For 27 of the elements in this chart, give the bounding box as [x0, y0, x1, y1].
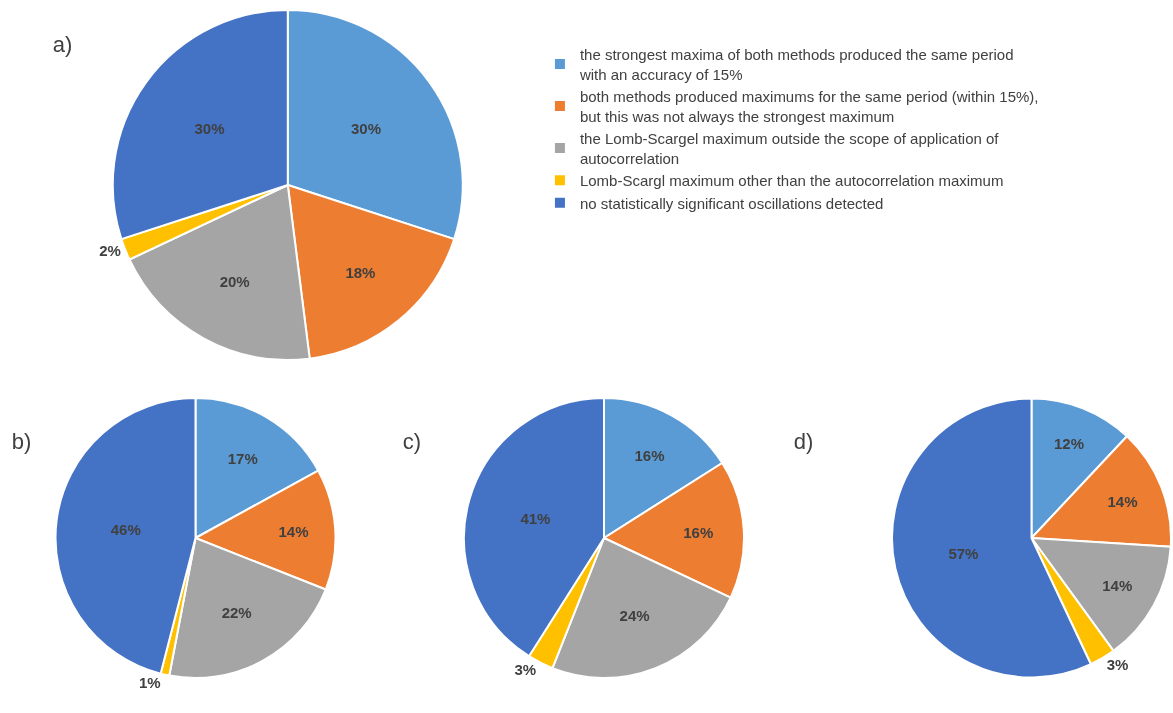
data-label: 24%	[619, 606, 650, 624]
data-label: 41%	[520, 509, 551, 527]
text: d)	[793, 428, 814, 454]
data-label: 18%	[345, 264, 376, 282]
data-label: 30%	[194, 119, 225, 137]
text: a)	[52, 32, 73, 58]
legend-label: the Lomb-Scargel maximum outside the scope of application of autocorrelation	[579, 130, 1000, 167]
legend-label: no statistically significant oscillations detected	[579, 194, 884, 212]
data-label: 12%	[1054, 434, 1085, 452]
text: c)	[402, 428, 422, 454]
data-label: 20%	[219, 273, 250, 291]
data-label: 57%	[948, 544, 979, 562]
text: b)	[11, 428, 32, 454]
data-label: 16%	[683, 523, 714, 541]
legend-label: Lomb-Scargl maximum other than the autocorrelation maximum	[579, 172, 1004, 190]
data-label: 3%	[514, 660, 537, 678]
data-label: 1%	[139, 674, 161, 692]
data-label: 46%	[110, 520, 141, 538]
data-label: 17%	[227, 449, 258, 467]
data-label: 14%	[1102, 576, 1133, 594]
data-label: 14%	[1107, 493, 1138, 511]
data-label: 30%	[351, 119, 382, 137]
data-label: 22%	[221, 604, 252, 622]
data-label: 16%	[634, 446, 665, 464]
data-label: 2%	[99, 242, 121, 260]
data-label: 14%	[278, 523, 309, 541]
data-label: 3%	[1106, 655, 1129, 673]
